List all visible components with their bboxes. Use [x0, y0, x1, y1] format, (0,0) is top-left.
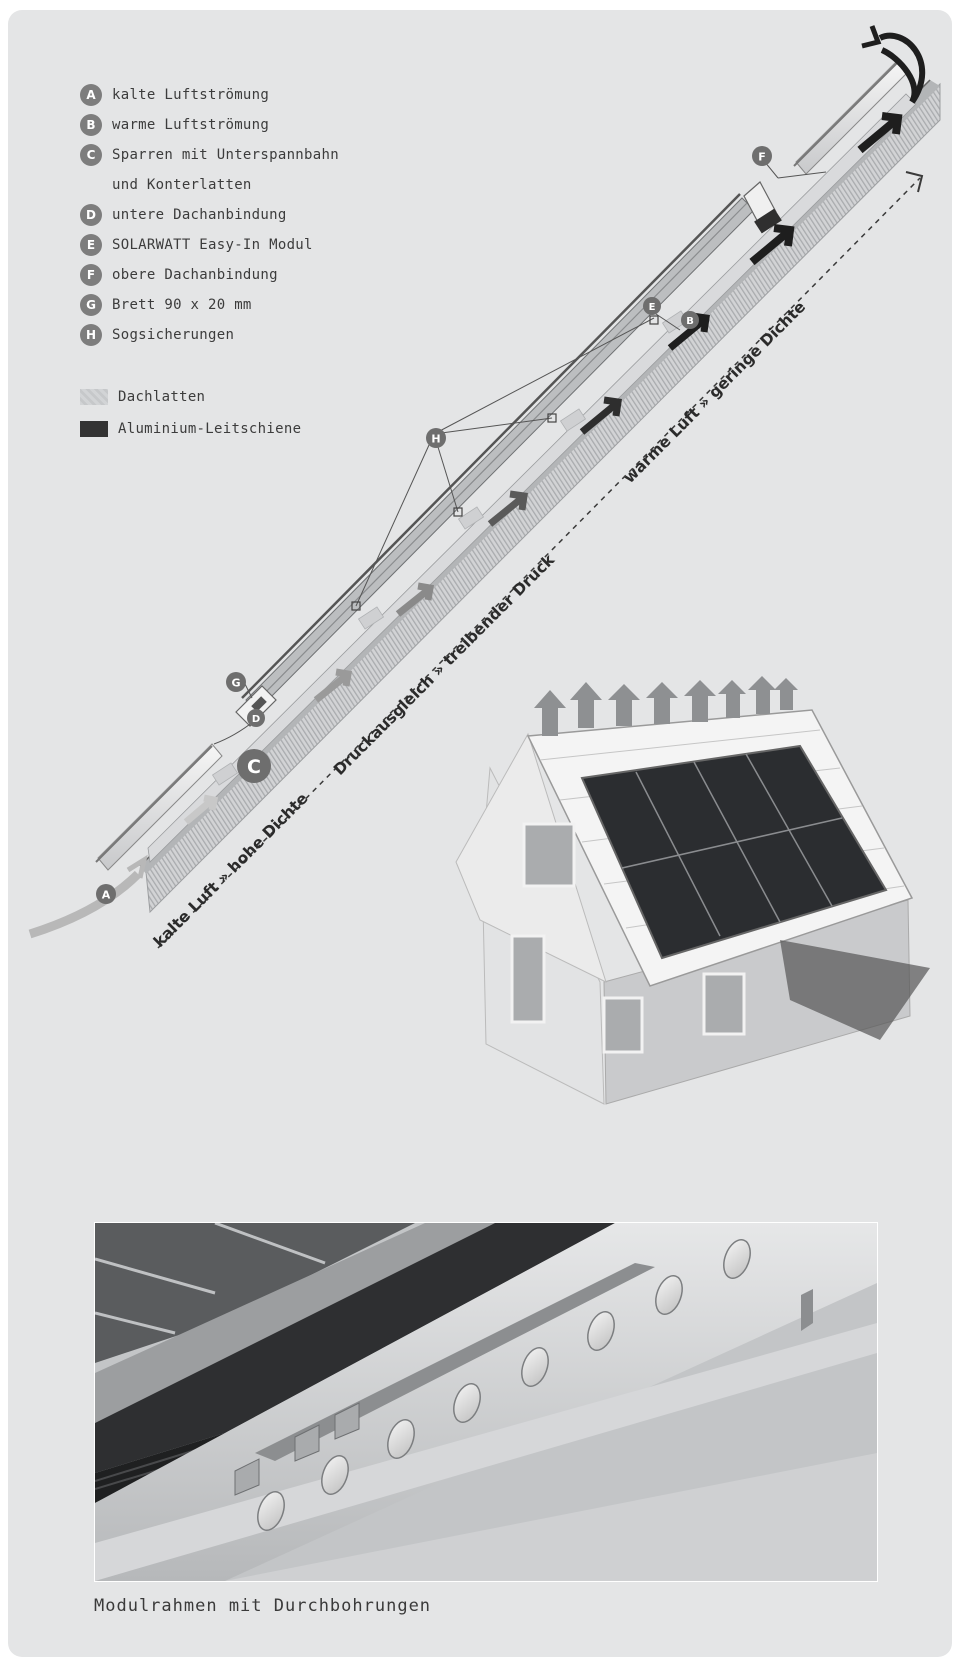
frame-bracket [801, 1289, 813, 1331]
legend-badge: C [80, 144, 102, 166]
legend-badge: A [80, 84, 102, 106]
house-overhang-shadow [780, 940, 930, 1040]
marker-b: B [681, 311, 699, 329]
svg-text:F: F [758, 151, 766, 164]
marker-e: E [643, 297, 661, 315]
svg-text:G: G [231, 677, 240, 690]
svg-text:H: H [431, 433, 440, 446]
legend-badge: G [80, 294, 102, 316]
svg-text:A: A [102, 889, 111, 902]
marker-c: C [237, 749, 271, 783]
legend-badge: F [80, 264, 102, 286]
legend-label: obere Dachanbindung [112, 267, 278, 283]
frame-top [95, 1223, 615, 1473]
legend-badge: B [80, 114, 102, 136]
swatch-dachlatten: Dachlatten [80, 386, 205, 408]
module-frame-line [251, 201, 749, 707]
cold-air-inflow-arrow [28, 870, 142, 939]
aluminium-rail-top [754, 208, 782, 234]
legend-label: warme Luftströmung [112, 117, 270, 133]
svg-text:E: E [649, 302, 656, 313]
roof-ventilation-diagram: kalte Luft » hohe Dichte Druckausgleich … [28, 25, 941, 1105]
upper-roof-edge [793, 61, 899, 167]
svg-text:C: C [247, 756, 261, 778]
house-windows [510, 822, 746, 1054]
marker-d: D [247, 709, 265, 727]
frame-tabs [234, 1402, 360, 1496]
lower-roof-tiles [97, 743, 223, 871]
marker-a: A [96, 884, 116, 904]
flow-arrow-7 [749, 224, 795, 266]
mounting-ground [225, 1453, 877, 1581]
legend-label: untere Dachanbindung [112, 207, 287, 223]
legend-label: Sogsicherungen [112, 327, 235, 343]
lower-roof-edge [95, 745, 213, 863]
legend-label: Brett 90 x 20 mm [112, 297, 252, 313]
house-illustration [455, 676, 930, 1105]
swatch-leitschiene: Aluminium-Leitschiene [80, 418, 301, 440]
legend-label: und Konterlatten [112, 177, 252, 193]
legend-label: kalte Luftströmung [112, 87, 270, 103]
module-glass-line [241, 193, 741, 699]
legend-badge: D [80, 204, 102, 226]
legend-item-c-continued: und Konterlatten [80, 170, 339, 200]
solar-array-grid [621, 753, 843, 937]
legend-item-c: C Sparren mit Unterspannbahn [80, 140, 339, 170]
swatch-label: Dachlatten [118, 389, 206, 405]
roof-exhaust-arrows [534, 676, 798, 736]
flow-arrow-4 [487, 490, 528, 527]
legend-item-g: G Brett 90 x 20 mm [80, 290, 339, 320]
dachlatten-blocks [211, 310, 689, 786]
warm-air-outflow-curve [878, 32, 926, 104]
flow-arrow-1 [183, 794, 219, 825]
module-frame-illustration [95, 1223, 877, 1581]
flow-arrow-2 [313, 668, 353, 703]
solar-array [580, 744, 888, 960]
drill-holes [257, 1239, 751, 1531]
legend-item-e: E SOLARWATT Easy-In Modul [80, 230, 339, 260]
legend-label: Sparren mit Unterspannbahn [112, 147, 339, 163]
dachlatten-swatch [80, 389, 108, 405]
legend-badge: H [80, 324, 102, 346]
flow-arrow-8 [857, 112, 903, 154]
pressure-line-arrow [905, 171, 924, 193]
marker-g: G [226, 672, 246, 692]
solar-cell-area [95, 1223, 415, 1363]
image-caption: Modulrahmen mit Durchbohrungen [94, 1596, 432, 1616]
cell-grid-lines [95, 1223, 326, 1335]
legend-item-h: H Sogsicherungen [80, 320, 339, 350]
module-frame-detail-image [94, 1222, 878, 1582]
legend-label: SOLARWATT Easy-In Modul [112, 237, 313, 253]
leitschiene-swatch [80, 421, 108, 437]
marker-f: F [752, 146, 772, 166]
air-flow-arrows [28, 25, 926, 939]
flow-arrow-5 [579, 396, 622, 435]
flow-arrow-3 [395, 582, 435, 617]
pressure-line [157, 177, 921, 949]
svg-text:B: B [686, 316, 694, 327]
marker-h: H [426, 428, 446, 448]
board-90x20 [251, 696, 267, 712]
legend-badge: E [80, 234, 102, 256]
suction-fasteners [351, 315, 659, 611]
swatch-label: Aluminium-Leitschiene [118, 421, 302, 437]
svg-text:D: D [252, 714, 260, 725]
frame-lower-rail [95, 1323, 877, 1581]
